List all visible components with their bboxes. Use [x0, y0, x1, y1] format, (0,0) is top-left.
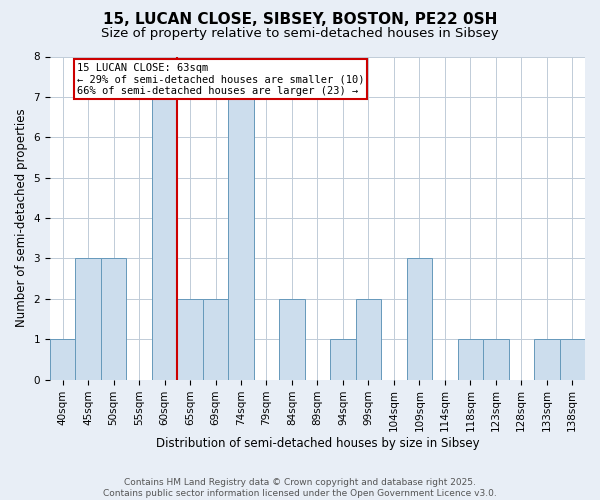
Bar	[279, 299, 305, 380]
Text: 15, LUCAN CLOSE, SIBSEY, BOSTON, PE22 0SH: 15, LUCAN CLOSE, SIBSEY, BOSTON, PE22 0S…	[103, 12, 497, 28]
Text: Size of property relative to semi-detached houses in Sibsey: Size of property relative to semi-detach…	[101, 28, 499, 40]
Text: 15 LUCAN CLOSE: 63sqm
← 29% of semi-detached houses are smaller (10)
66% of semi: 15 LUCAN CLOSE: 63sqm ← 29% of semi-deta…	[77, 62, 364, 96]
X-axis label: Distribution of semi-detached houses by size in Sibsey: Distribution of semi-detached houses by …	[155, 437, 479, 450]
Bar	[458, 339, 483, 380]
Bar	[178, 299, 203, 380]
Bar	[534, 339, 560, 380]
Bar	[407, 258, 432, 380]
Bar	[356, 299, 381, 380]
Y-axis label: Number of semi-detached properties: Number of semi-detached properties	[15, 108, 28, 328]
Bar	[228, 97, 254, 380]
Bar	[101, 258, 127, 380]
Bar	[76, 258, 101, 380]
Bar	[203, 299, 228, 380]
Bar	[560, 339, 585, 380]
Bar	[50, 339, 76, 380]
Text: Contains HM Land Registry data © Crown copyright and database right 2025.
Contai: Contains HM Land Registry data © Crown c…	[103, 478, 497, 498]
Bar	[483, 339, 509, 380]
Bar	[152, 97, 178, 380]
Bar	[330, 339, 356, 380]
